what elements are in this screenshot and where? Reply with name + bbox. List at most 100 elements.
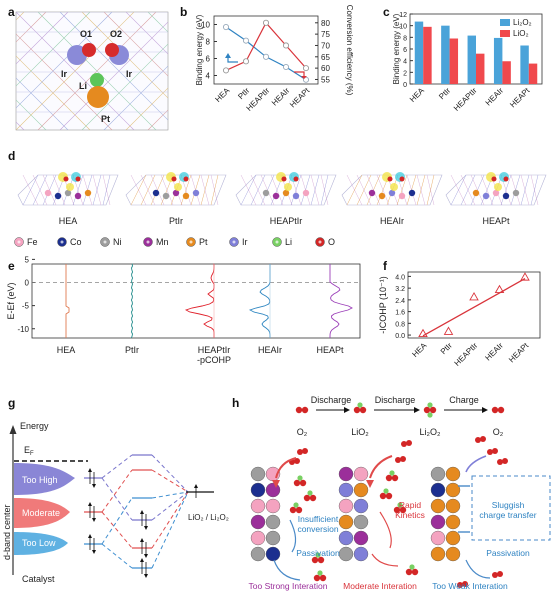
label-o2: O2	[110, 29, 122, 39]
lattice-line	[37, 12, 157, 130]
annotation-text: Kinetics	[395, 510, 425, 520]
surface-atom	[250, 498, 266, 514]
o-atom	[400, 456, 406, 462]
x-tick-label: HEAPtIr	[452, 86, 479, 113]
panel-letter-e: e	[8, 259, 15, 273]
o-atom	[393, 506, 401, 514]
slab-atom	[44, 189, 52, 197]
slab-bond	[210, 174, 219, 206]
data-point	[282, 42, 290, 49]
connector	[151, 469, 189, 493]
category-label: PtIr	[125, 345, 139, 355]
category-label: -pCOHP	[197, 355, 231, 365]
slab-atom	[162, 192, 170, 200]
plot-frame	[31, 263, 361, 339]
data-point	[282, 63, 290, 71]
slab-bond	[426, 174, 435, 206]
li-atom	[409, 564, 415, 570]
slab-atom	[84, 189, 92, 197]
legend-label: Fe	[27, 237, 38, 247]
flow-arrow	[379, 511, 392, 549]
y2-tick-label: 55	[321, 75, 330, 84]
lattice-line	[16, 12, 91, 87]
li-atom	[357, 402, 363, 408]
annotation-text: Sluggish	[492, 500, 525, 510]
slab-bond	[356, 174, 372, 206]
surface-atom	[250, 466, 266, 482]
connector	[101, 511, 133, 549]
slab-bond	[470, 174, 485, 206]
legend-label: O	[328, 237, 335, 247]
surface-atom	[265, 530, 281, 546]
bar-1	[449, 38, 459, 84]
o2-atom	[105, 43, 119, 57]
o1-atom	[82, 43, 96, 57]
legend-marker-shine	[189, 240, 193, 244]
spin-up-head	[194, 484, 198, 488]
ef-label: EF	[24, 445, 34, 457]
o-atom	[497, 406, 505, 414]
o-atom	[295, 406, 303, 414]
y-tick-label: -10	[17, 325, 29, 334]
y2-axis-label: Conversion efficiency (%)	[345, 5, 354, 96]
li-atom	[90, 73, 104, 87]
surface-atom	[353, 546, 369, 562]
y-axis-label: Binding energy (eV)	[392, 13, 401, 84]
legend-label: Li₂O₂	[513, 18, 532, 27]
li-atom	[293, 502, 299, 508]
yaxis-label: d-band center	[2, 504, 12, 560]
panel-d-structures: HEA PtIr HEAPtIr HEAIr HEAPt	[17, 172, 547, 226]
spin-down-head	[144, 574, 148, 578]
bar-0	[441, 25, 450, 85]
legend-marker-shine	[146, 240, 150, 244]
o-atom	[183, 176, 189, 182]
panel-letter-a: a	[8, 5, 15, 19]
legend-label: LiO₂	[513, 29, 529, 38]
spin-down-head	[144, 526, 148, 530]
lattice-line	[59, 21, 168, 130]
slab-atom	[482, 192, 490, 200]
bar-1	[423, 26, 432, 84]
slab-atom	[292, 192, 300, 200]
lattice-line	[125, 87, 168, 130]
data-point	[242, 37, 250, 44]
category-label: HEAPt	[316, 345, 344, 355]
y-tick-label: 0.0	[395, 333, 405, 340]
series-line-1	[225, 21, 307, 71]
slab-atom	[302, 189, 310, 197]
x-tick-label: HEAPt	[507, 341, 531, 365]
y2-tick-label: 75	[321, 30, 330, 39]
surface-atom	[430, 530, 446, 546]
connector	[101, 497, 133, 545]
o-atom	[399, 176, 405, 182]
band-too-low: Too Low	[22, 538, 56, 548]
category-label: HEAPtIr	[198, 345, 231, 355]
o-atom	[171, 176, 177, 182]
pdos-curve-2	[184, 263, 215, 338]
annotation-text: Passivation	[486, 548, 530, 558]
o-atom	[353, 406, 361, 414]
left-axis-arrowhead	[225, 53, 231, 58]
x-tick-label: HEA	[213, 86, 231, 104]
o-atom	[491, 406, 499, 414]
y-tick-label: 2	[403, 70, 407, 77]
panel-letter-c: c	[383, 5, 390, 19]
y-tick-label: 0	[25, 279, 30, 288]
annotation-text: Insufficient	[298, 514, 339, 524]
y-tick-label: 3.2	[395, 286, 405, 293]
slab-bond	[250, 174, 266, 206]
surface-atom	[430, 482, 446, 498]
data-point	[222, 23, 230, 31]
o-atom	[385, 492, 393, 500]
slab-bond	[160, 174, 174, 206]
interaction-label: Moderate Interation	[343, 581, 417, 591]
species-label: O₂	[297, 427, 308, 437]
li-atom	[427, 412, 433, 418]
band-moderate: Moderate	[22, 508, 60, 518]
o-atom	[313, 574, 321, 582]
x-tick-label: HEAPt	[508, 86, 532, 110]
catalyst-label: Catalyst	[22, 574, 55, 584]
li-atom	[317, 570, 323, 576]
x-tick-label: HEAPtIr	[453, 341, 480, 368]
slab-atom	[472, 189, 480, 197]
